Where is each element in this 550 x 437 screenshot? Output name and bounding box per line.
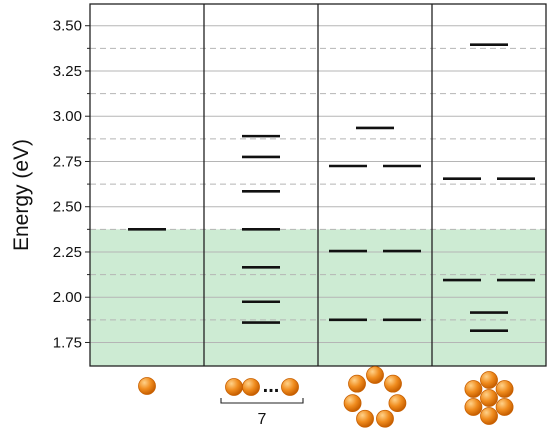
nanoparticle-sphere bbox=[138, 377, 156, 395]
y-tick-label: 1.75 bbox=[53, 334, 82, 351]
nanoparticle-sphere bbox=[388, 394, 407, 413]
nanoparticle-sphere bbox=[464, 380, 483, 398]
y-tick-label: 2.50 bbox=[53, 199, 82, 216]
nanoparticle-sphere bbox=[495, 398, 514, 416]
chain-length-label: 7 bbox=[258, 411, 267, 428]
energy-level-layer bbox=[128, 43, 535, 333]
y-axis-title: Energy (eV) bbox=[10, 139, 33, 251]
panel-frame-layer bbox=[89, 3, 547, 367]
nanoparticle-sphere bbox=[356, 409, 374, 428]
y-tick-label: 3.50 bbox=[53, 18, 82, 35]
y-tick-label: 3.00 bbox=[53, 108, 82, 125]
chain-bracket bbox=[220, 398, 304, 404]
nanoparticle-sphere bbox=[384, 374, 402, 393]
structure-icon-layer: 7 ... bbox=[138, 366, 514, 428]
y-tick-label: 2.25 bbox=[53, 244, 82, 261]
nanoparticle-sphere bbox=[366, 366, 384, 384]
y-tick-layer: 1.75 2.00 2.25 2.50 2.75 3.00 3.25 3.50 bbox=[53, 18, 90, 351]
nanoparticle-sphere bbox=[480, 389, 498, 407]
nanoparticle-sphere bbox=[480, 371, 498, 389]
nanoparticle-sphere bbox=[242, 378, 260, 396]
y-tick-label: 2.00 bbox=[53, 289, 82, 306]
nanoparticle-sphere bbox=[225, 378, 243, 396]
y-tick-label: 3.25 bbox=[53, 63, 82, 80]
chain-ellipsis: ... bbox=[263, 375, 280, 397]
nanoparticle-sphere bbox=[281, 378, 299, 396]
nanoparticle-sphere bbox=[495, 380, 514, 398]
y-tick-label: 2.75 bbox=[53, 153, 82, 170]
nanoparticle-sphere bbox=[480, 407, 498, 425]
nanoparticle-sphere bbox=[348, 374, 366, 393]
nanoparticle-sphere bbox=[464, 398, 483, 416]
nanoparticle-sphere bbox=[343, 394, 362, 413]
nanoparticle-sphere bbox=[376, 409, 394, 428]
